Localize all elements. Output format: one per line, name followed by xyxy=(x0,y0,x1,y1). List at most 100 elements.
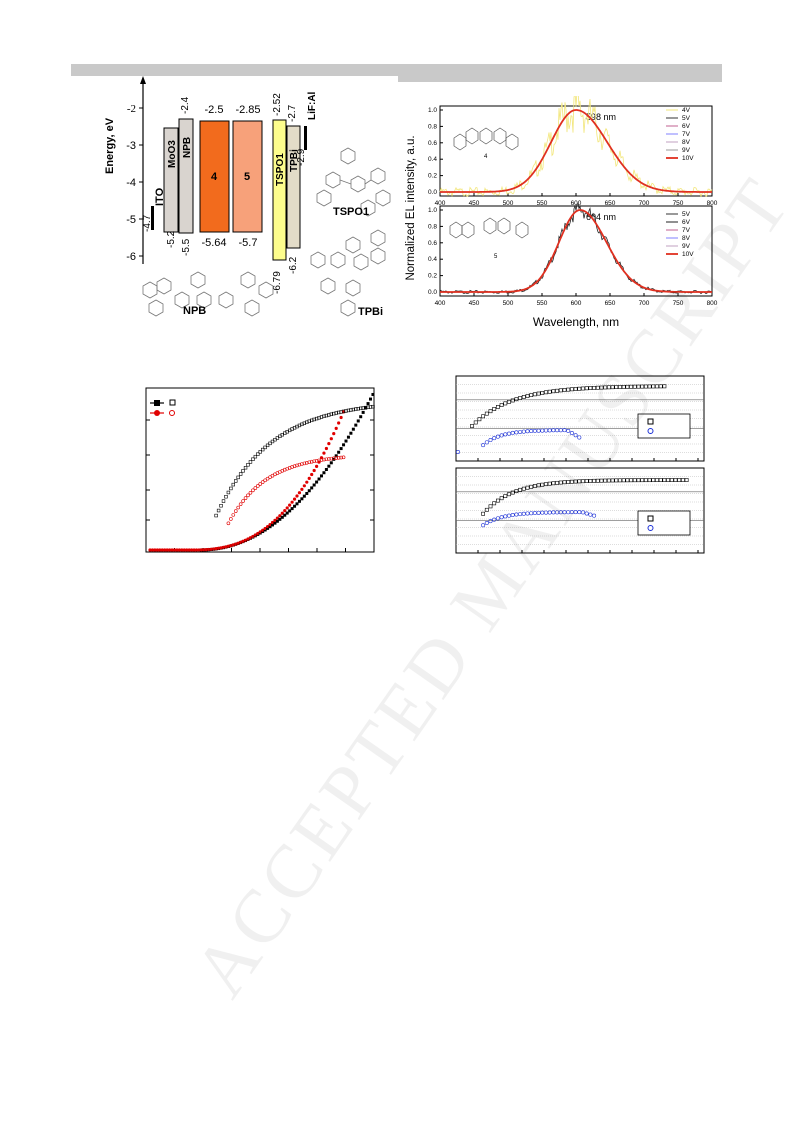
jvl-red-filled-point xyxy=(322,451,326,455)
jvl-black-open-point xyxy=(334,411,338,415)
jvl-black-open-point xyxy=(256,452,260,456)
el-ytick-label: 0.4 xyxy=(428,156,437,163)
efficiency-top-square-point xyxy=(562,388,567,392)
efficiency-bottom-square-point xyxy=(644,478,648,483)
tspo1-structure xyxy=(316,147,391,217)
jvl-black-filled-point xyxy=(334,454,338,458)
jvl-red-open-point xyxy=(327,457,331,461)
efficiency-bottom-circle-point xyxy=(518,512,523,517)
jvl-red-filled-point xyxy=(150,548,155,552)
jvl-black-open-point xyxy=(332,411,336,416)
efficiency-bottom-square-point xyxy=(581,479,585,484)
jvl-black-filled-point xyxy=(329,461,333,465)
efficiency-top-square-point xyxy=(470,424,474,428)
efficiency-top-circle-point xyxy=(514,430,519,435)
ito-level: -4.7 xyxy=(142,214,153,232)
efficiency-top-circle-point xyxy=(558,428,563,433)
jvl-black-open-point xyxy=(307,419,311,423)
efficiency-top-square-point xyxy=(529,393,534,398)
efficiency-bottom-circle-point xyxy=(562,510,567,515)
jvl-frame xyxy=(145,387,375,553)
jvl-black-filled-point xyxy=(300,497,304,501)
el-xtick-label: 450 xyxy=(469,300,480,307)
jvl-black-filled-point xyxy=(371,392,375,396)
efficiency-top-square-point xyxy=(610,385,615,390)
jvl-black-filled-point xyxy=(315,480,319,484)
efficiency-top-square-point xyxy=(555,388,560,393)
jvl-red-filled-point xyxy=(329,437,333,441)
jvl-red-open-point xyxy=(233,509,238,513)
jvl-red-filled-point xyxy=(268,522,272,527)
jvl-black-open-point xyxy=(238,472,243,476)
jvl-red-filled-point xyxy=(337,421,341,425)
jvl-black-open-point xyxy=(234,479,238,483)
el-xtick-label: 700 xyxy=(639,300,650,307)
jvl-red-open-point xyxy=(341,455,346,460)
jvl-red-filled-point xyxy=(148,548,152,552)
jvl-red-filled-point xyxy=(295,494,299,498)
jvl-red-filled-point xyxy=(155,548,159,552)
efficiency-top-square-point xyxy=(507,399,511,404)
jvl-red-filled-point xyxy=(275,516,279,520)
efficiency-data-points xyxy=(456,384,689,528)
jvl-red-filled-point xyxy=(253,533,257,537)
jvl-red-filled-point xyxy=(263,526,267,531)
efficiency-top-circle-point xyxy=(562,428,567,433)
jvl-red-open-point xyxy=(307,460,312,465)
jvl-red-open-point xyxy=(265,476,270,481)
efficiency-bottom-circle-point xyxy=(540,510,545,515)
jvl-black-open-point xyxy=(327,413,331,417)
legend-red-open-marker xyxy=(169,410,175,416)
jvl-red-open-point xyxy=(258,482,263,486)
tpbi-structure xyxy=(310,229,386,317)
ytick-label: -6 xyxy=(126,251,136,263)
jvl-black-open-point xyxy=(243,466,248,470)
el-ytick-label: 0.8 xyxy=(428,123,437,130)
efficiency-bottom-square-point xyxy=(533,484,537,488)
jvl-black-open-point xyxy=(219,504,223,508)
legend-red-marker xyxy=(154,410,160,416)
compound-4-structure xyxy=(453,127,519,151)
jvl-black-filled-point xyxy=(285,511,289,515)
jvl-red-filled-point xyxy=(207,547,211,552)
efficiency-top-square-point xyxy=(533,392,537,397)
el-ytick-label: 0.6 xyxy=(428,140,437,147)
jvl-black-filled-point xyxy=(351,427,355,431)
jvl-black-filled-point xyxy=(271,523,274,527)
efficiency-top-circle-point xyxy=(525,429,530,434)
jvl-red-open-point xyxy=(243,496,248,500)
efficiency-top-square-point xyxy=(647,384,652,389)
efficiency-top-circle-point xyxy=(540,428,545,433)
jvl-black-filled-point xyxy=(307,489,311,493)
efficiency-bottom-square-point xyxy=(603,478,608,483)
jvl-red-open-point xyxy=(290,465,294,469)
el-legend-label: 9V xyxy=(682,243,691,250)
jvl-red-open-point xyxy=(253,486,258,490)
efficiency-bottom-square-point xyxy=(551,481,556,486)
jvl-red-filled-point xyxy=(180,548,184,552)
jvl-black-open-point xyxy=(270,439,275,444)
energy-axis-arrow xyxy=(140,76,146,84)
jvl-red-filled-point xyxy=(273,518,277,522)
jvl-black-open-point xyxy=(336,410,341,415)
efficiency-bottom-circle-point xyxy=(532,510,537,515)
efficiency-top-square-point xyxy=(621,385,626,389)
efficiency-bottom-square-point xyxy=(625,478,630,483)
efficiency-top-square-point xyxy=(510,398,515,403)
el-xtick-label: 600 xyxy=(571,200,582,207)
efficiency-bottom-circle-point xyxy=(484,521,489,526)
npb-layer xyxy=(178,118,194,234)
jvl-red-filled-point xyxy=(226,544,230,548)
tspo1-lumo: -2.52 xyxy=(272,93,283,116)
efficiency-top-square-point xyxy=(488,409,493,414)
jvl-red-filled-point xyxy=(190,548,194,552)
efficiency-top-square-point xyxy=(570,387,574,392)
compound-5-homo: -5.7 xyxy=(239,237,258,249)
jvl-red-filled-point xyxy=(297,491,302,495)
efficiency-top-circle-point xyxy=(547,428,552,433)
el-xtick-label: 550 xyxy=(537,200,548,207)
jvl-red-filled-point xyxy=(292,497,297,501)
efficiency-bottom-circle-point xyxy=(492,517,497,522)
el-legend-label: 4V xyxy=(682,107,691,114)
